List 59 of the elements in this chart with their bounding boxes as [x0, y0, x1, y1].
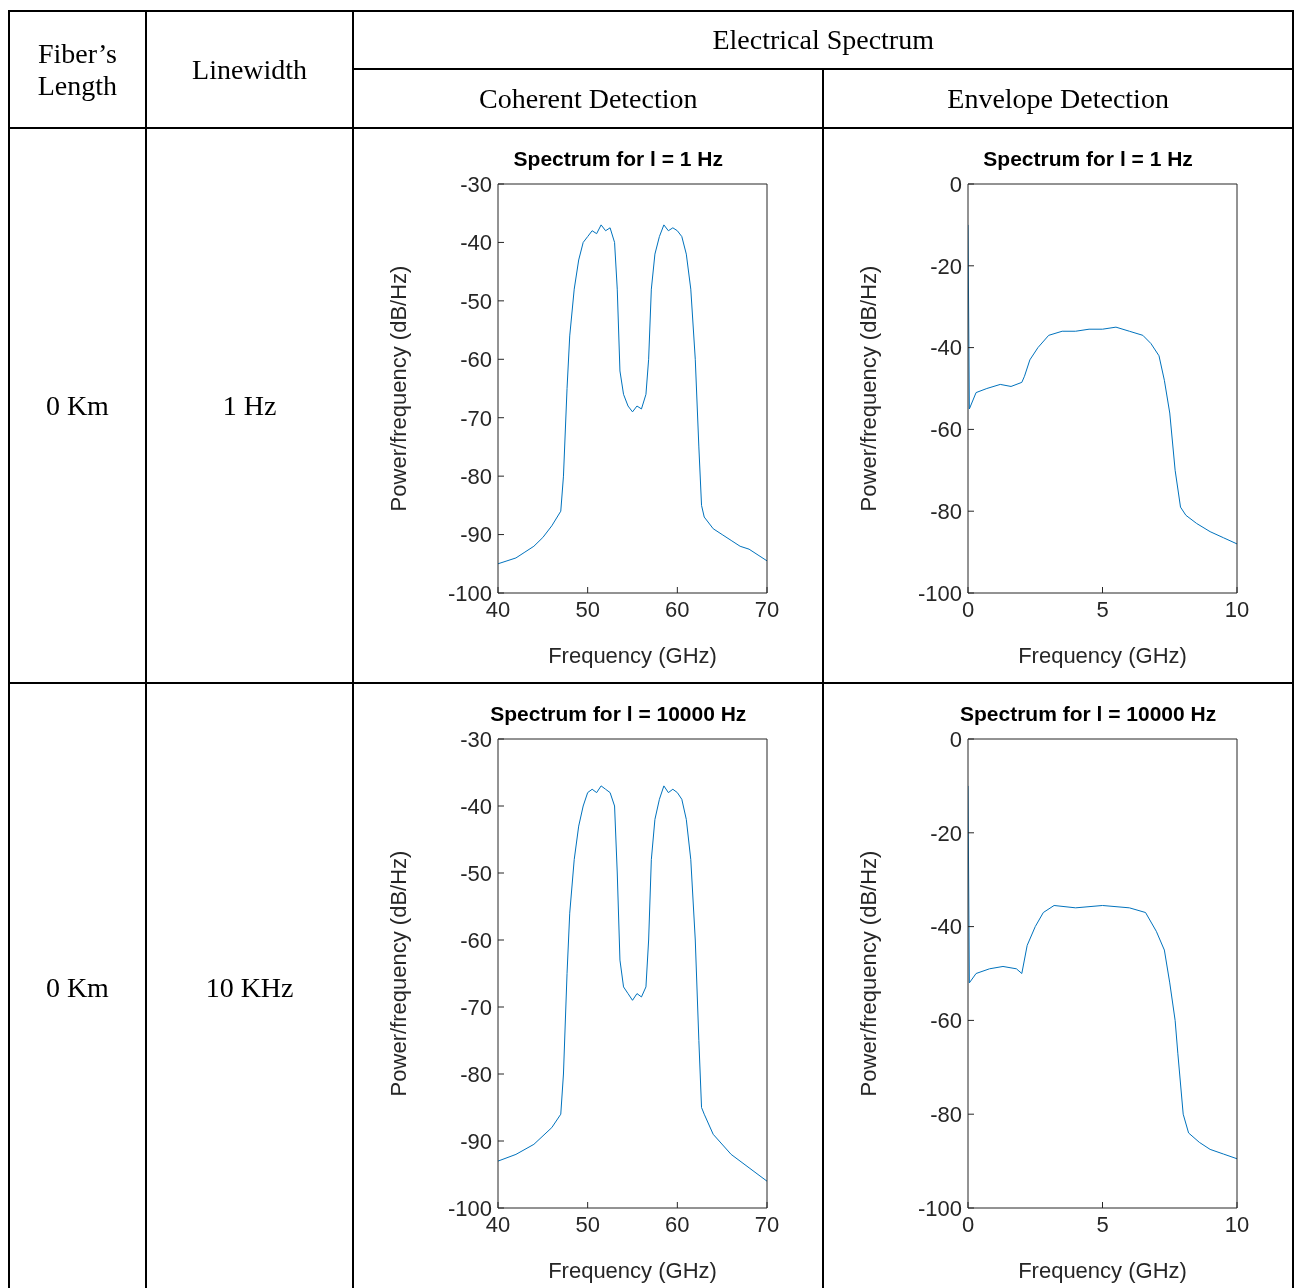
y-tick-label: -70: [460, 405, 493, 431]
y-tick-label: -40: [930, 914, 963, 940]
y-axis-title: Power/frequency (dB/Hz): [855, 265, 881, 512]
line-series: [498, 224, 768, 565]
x-tick-label: 5: [1096, 596, 1109, 622]
y-tick-label: -50: [460, 860, 493, 886]
y-tick-label: -80: [930, 1102, 963, 1128]
x-tick-label: 70: [755, 596, 780, 622]
x-axis-title: Frequency (GHz): [548, 1258, 718, 1283]
chart-title: Spectrum for l = 10000 Hz: [959, 702, 1218, 727]
y-tick-label: -40: [460, 793, 493, 819]
y-tick-label: 0: [949, 171, 963, 197]
y-tick-label: -90: [460, 522, 493, 548]
chart-title: Spectrum for l = 10000 Hz: [489, 702, 748, 727]
text: Fiber’s Length: [9, 11, 146, 128]
y-tick-label: -40: [930, 335, 963, 361]
text: 10 KHz: [145, 683, 354, 1288]
y-tick-label: -50: [460, 288, 493, 314]
y-tick-label: -100: [918, 580, 963, 606]
y-tick-label: -60: [930, 1008, 963, 1034]
y-tick-label: -100: [918, 1195, 963, 1221]
chart-title: Spectrum for l = 1 Hz: [982, 147, 1194, 172]
text: 0 Km: [9, 128, 146, 683]
x-tick-label: 5: [1096, 1211, 1109, 1237]
x-tick-label: 60: [665, 1211, 690, 1237]
y-tick-label: -20: [930, 820, 963, 846]
y-tick-label: -80: [930, 499, 963, 525]
y-tick-label: -20: [930, 253, 963, 279]
y-axis-title: Power/frequency (dB/Hz): [386, 265, 412, 512]
x-tick-label: 50: [575, 596, 601, 622]
line-series: [498, 785, 768, 1182]
x-tick-label: 10: [1224, 596, 1250, 622]
y-tick-label: -90: [460, 1128, 493, 1154]
text: 0 Km: [9, 683, 146, 1288]
text: Coherent Detection: [353, 69, 824, 128]
chart-title: Spectrum for l = 1 Hz: [512, 147, 724, 172]
y-tick-label: -70: [460, 994, 493, 1020]
y-axis-title: Power/frequency (dB/Hz): [855, 850, 881, 1097]
y-tick-label: -40: [460, 230, 493, 256]
y-tick-label: -30: [460, 171, 493, 197]
x-axis-title: Frequency (GHz): [1018, 1258, 1187, 1283]
y-tick-label: -60: [460, 347, 493, 373]
text: 1 Hz: [145, 128, 354, 683]
x-axis-title: Frequency (GHz): [548, 643, 718, 668]
text: Envelope Detection: [823, 69, 1293, 128]
x-tick-label: 50: [575, 1211, 601, 1237]
x-tick-label: 10: [1224, 1211, 1250, 1237]
y-tick-label: -60: [930, 417, 963, 443]
y-tick-label: -60: [460, 927, 493, 953]
y-tick-label: 0: [949, 726, 963, 752]
text: Linewidth: [145, 11, 354, 128]
y-tick-label: -80: [460, 1061, 493, 1087]
y-axis-title: Power/frequency (dB/Hz): [386, 850, 412, 1097]
x-axis-title: Frequency (GHz): [1018, 643, 1187, 668]
y-tick-label: -80: [460, 463, 493, 489]
x-tick-label: 60: [665, 596, 690, 622]
text: Electrical Spectrum: [353, 11, 1293, 69]
y-tick-label: -30: [460, 726, 493, 752]
x-tick-label: 70: [755, 1211, 780, 1237]
